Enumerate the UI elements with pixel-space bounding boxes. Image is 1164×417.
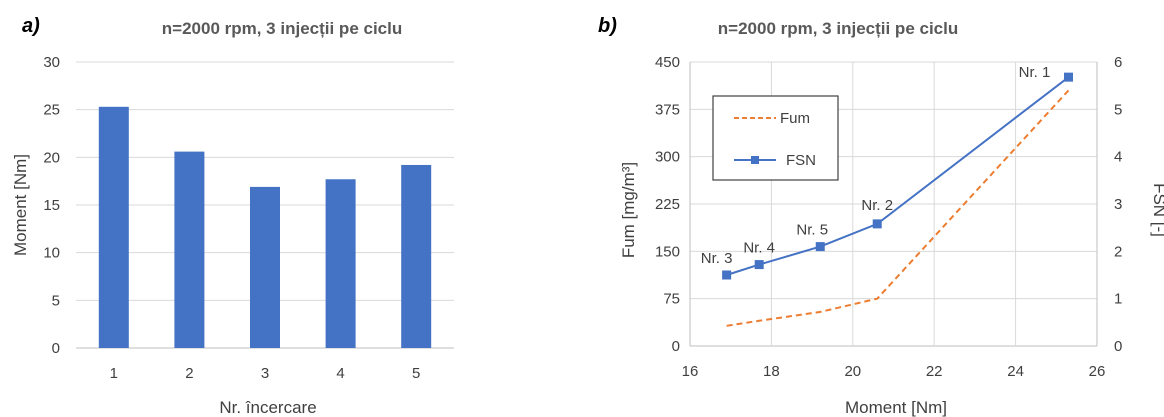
series-fsn-marker (754, 260, 764, 270)
panel-b-y2-tick-label: 6 (1114, 54, 1122, 71)
bar (98, 106, 129, 348)
panel-a-x-axis-label: Nr. încercare (219, 398, 316, 417)
legend-box (712, 95, 839, 181)
panel-a-y-tick-label: 25 (43, 102, 60, 119)
chart-panel-b: b) n=2000 rpm, 3 injecții pe ciclu 07515… (598, 15, 1164, 417)
legend-fsn-marker (751, 156, 759, 164)
panel-a-x-tick-label: 1 (110, 365, 118, 382)
point-annotation: Nr. 3 (701, 250, 733, 267)
panel-b-x-tick-label: 18 (763, 363, 780, 380)
panel-a-y-tick-label: 5 (52, 292, 60, 309)
legend-fum-label: Fum (780, 110, 810, 127)
legend-fsn-label: FSN (786, 152, 816, 169)
panel-b-y2-tick-label: 1 (1114, 291, 1122, 308)
series-fsn-marker (815, 242, 825, 252)
series-fum-line (726, 89, 1070, 327)
panel-b-y2-tick-label: 3 (1114, 196, 1122, 213)
panel-b-annotations: Nr. 3 Nr. 4 Nr. 5 Nr. 2 Nr. 1 (701, 64, 1051, 267)
panel-a-y-tick-label: 30 (43, 54, 60, 71)
panel-a-title: n=2000 rpm, 3 injecții pe ciclu (162, 19, 402, 38)
bar (174, 151, 205, 348)
panel-b-y2-ticks: 0 1 2 3 4 5 6 (1114, 54, 1122, 355)
series-fsn-marker (1064, 72, 1074, 82)
bar (401, 164, 432, 348)
panel-a-bars (98, 106, 432, 348)
panel-b-y-tick-label: 300 (655, 149, 680, 166)
panel-a-y-tick-label: 0 (52, 340, 60, 357)
panel-b-x-tick-label: 20 (844, 363, 861, 380)
bar (325, 179, 356, 348)
panel-b-y2-tick-label: 4 (1114, 149, 1122, 166)
chart-panel-a: a) n=2000 rpm, 3 injecții pe ciclu 0 5 10 1… (11, 15, 454, 417)
panel-b-y-tick-label: 375 (655, 101, 680, 118)
panel-a-letter: a) (22, 15, 40, 37)
panel-b-y2-tick-label: 5 (1114, 101, 1122, 118)
panel-a-y-axis-label: Moment [Nm] (11, 154, 30, 256)
panel-b-title: n=2000 rpm, 3 injecții pe ciclu (718, 19, 958, 38)
panel-a-x-tick-label: 3 (261, 365, 269, 382)
panel-b-x-tick-label: 26 (1089, 363, 1106, 380)
panel-b-y-ticks: 0 75 150 225 300 375 450 (655, 54, 680, 355)
panel-a-y-tick-label: 20 (43, 149, 60, 166)
panel-a-x-tick-label: 5 (412, 365, 420, 382)
panel-b-x-tick-label: 24 (1007, 363, 1024, 380)
panel-a-y-tick-label: 10 (43, 245, 60, 262)
panel-b-x-ticks: 16 18 20 22 24 26 (682, 363, 1106, 380)
point-annotation: Nr. 5 (796, 222, 828, 239)
panel-a-x-tick-label: 4 (336, 365, 344, 382)
panel-b-y-tick-label: 75 (663, 291, 680, 308)
panel-a-y-ticks: 0 5 10 15 20 25 30 (43, 54, 60, 357)
point-annotation: Nr. 2 (861, 197, 893, 214)
panel-b-legend: Fum FSN (712, 95, 839, 181)
panel-b-y-tick-label: 150 (655, 243, 680, 260)
panel-b-x-axis-label: Moment [Nm] (845, 398, 947, 417)
panel-b-y-tick-label: 0 (672, 338, 680, 355)
panel-a-x-ticks: 1 2 3 4 5 (110, 365, 421, 382)
series-fsn-marker (872, 219, 882, 229)
panel-b-y2-tick-label: 2 (1114, 243, 1122, 260)
point-annotation: Nr. 1 (1019, 64, 1051, 81)
panel-b-y2-axis-label: FSN [-] (1150, 183, 1164, 237)
panel-b-x-tick-label: 16 (682, 363, 699, 380)
panel-b-y-tick-label: 225 (655, 196, 680, 213)
panel-b-x-tick-label: 22 (926, 363, 943, 380)
bar (250, 186, 280, 348)
panel-b-y-axis-label: Fum [mg/m³] (619, 162, 638, 258)
panel-b-y2-tick-label: 0 (1114, 338, 1122, 355)
panel-a-y-tick-label: 15 (43, 197, 60, 214)
series-fsn-marker (722, 270, 732, 280)
panel-a-x-tick-label: 2 (185, 365, 193, 382)
panel-b-letter: b) (598, 15, 617, 37)
panel-b-y-tick-label: 450 (655, 54, 680, 71)
point-annotation: Nr. 4 (743, 240, 775, 257)
panel-b-series (722, 72, 1074, 327)
